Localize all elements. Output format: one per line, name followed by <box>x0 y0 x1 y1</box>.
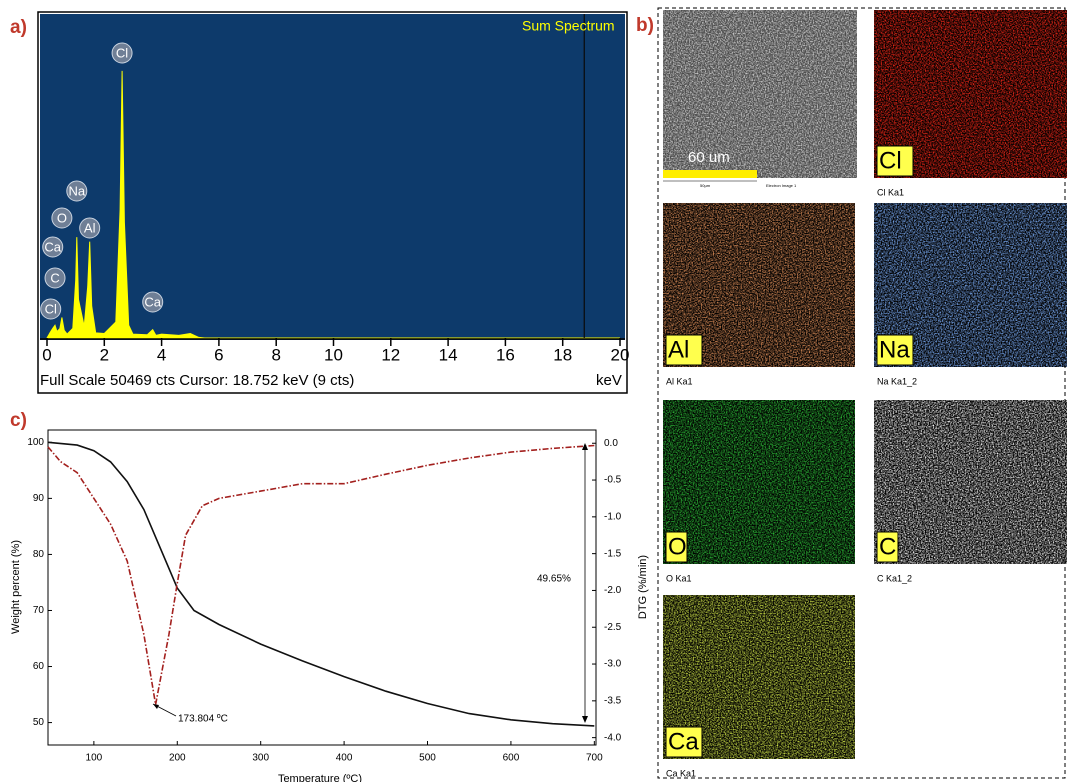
peak-label: Ca <box>144 294 161 309</box>
y-tick-label: 50 <box>33 717 45 728</box>
x-tick-label: 600 <box>503 753 520 764</box>
panel-label: a) <box>10 17 27 38</box>
y2-tick-label: -1.0 <box>604 511 622 522</box>
x-tick-label: 20 <box>611 345 630 364</box>
x-axis-label: Temperature (ºC) <box>278 773 362 782</box>
peak-label: Cl <box>116 45 128 60</box>
map-caption: C Ka1_2 <box>877 573 912 583</box>
x-tick-label: 400 <box>336 753 353 764</box>
y-tick-label: 90 <box>33 493 45 504</box>
y-axis-label: Weight percent (%) <box>10 540 22 634</box>
x-tick-label: 100 <box>86 753 103 764</box>
annotation: 173.804 ºC <box>178 714 228 725</box>
peak-label: Al <box>84 220 96 235</box>
y-tick-label: 70 <box>33 605 45 616</box>
y2-tick-label: -3.5 <box>604 695 622 706</box>
y2-tick-label: -3.0 <box>604 659 622 670</box>
panel-label: b) <box>636 15 654 36</box>
plot-frame <box>48 430 596 745</box>
y2-tick-label: -4.0 <box>604 732 622 743</box>
x-tick-label: 300 <box>252 753 269 764</box>
arrow-head <box>153 704 159 709</box>
y2-axis-label: DTG (%/min) <box>637 555 649 619</box>
legend: Sum Spectrum <box>522 18 615 34</box>
peak-label: Na <box>68 183 85 198</box>
scale-caption: 50µm <box>700 183 711 188</box>
x-tick-label: 700 <box>586 753 603 764</box>
x-tick-label: 12 <box>381 345 400 364</box>
figure: a) Sum Spectrum 0 2 4 6 8 10 12 14 16 18 20 Full Scal… <box>0 0 1067 782</box>
panel-label: c) <box>10 410 27 431</box>
x-unit: keV <box>596 372 622 389</box>
map-caption: Na Ka1_2 <box>877 376 917 386</box>
x-tick-label: 4 <box>157 345 166 364</box>
series-line <box>48 446 594 705</box>
element-tag: O <box>668 533 687 560</box>
y2-tick-label: -1.5 <box>604 548 622 559</box>
peak-label: Cl <box>45 301 57 316</box>
image-caption: Electron Image 1 <box>766 183 797 188</box>
element-tag: Ca <box>668 728 699 755</box>
x-tick-label: 6 <box>214 345 223 364</box>
y2-tick-label: -2.5 <box>604 622 622 633</box>
element-map-texture <box>874 400 1067 564</box>
element-tag: C <box>879 533 896 560</box>
y2-tick-label: 0.0 <box>604 438 618 449</box>
map-caption: Cl Ka1 <box>877 187 904 197</box>
x-tick-label: 10 <box>324 345 343 364</box>
peak-label: Ca <box>44 239 61 254</box>
y-tick-label: 60 <box>33 661 45 672</box>
map-caption: Al Ka1 <box>666 376 693 386</box>
series-line <box>48 442 594 726</box>
x-tick-label: 500 <box>419 753 436 764</box>
y2-tick-label: -2.0 <box>604 585 622 596</box>
map-caption: O Ka1 <box>666 573 692 583</box>
x-tick-label: 16 <box>496 345 515 364</box>
annotation: 49.65% <box>537 574 571 585</box>
x-tick-label: 18 <box>553 345 572 364</box>
peak-label: O <box>57 210 67 225</box>
element-map-texture <box>663 400 855 564</box>
x-tick-label: 0 <box>42 345 51 364</box>
scale-bar-label: 60 um <box>688 149 730 166</box>
x-tick-label: 14 <box>439 345 458 364</box>
x-tick-label: 200 <box>169 753 186 764</box>
peak-label: C <box>50 270 59 285</box>
y2-tick-label: -0.5 <box>604 475 622 486</box>
footer: Full Scale 50469 cts Cursor: 18.752 keV … <box>40 372 354 389</box>
y-tick-label: 100 <box>27 437 44 448</box>
x-tick-label: 2 <box>100 345 109 364</box>
element-tag: Cl <box>879 147 902 174</box>
scale-bar <box>663 170 757 178</box>
y-tick-label: 80 <box>33 549 45 560</box>
element-tag: Na <box>879 336 910 363</box>
x-tick-label: 8 <box>271 345 280 364</box>
element-tag: Al <box>668 336 689 363</box>
map-caption: Ca Ka1 <box>666 768 696 778</box>
